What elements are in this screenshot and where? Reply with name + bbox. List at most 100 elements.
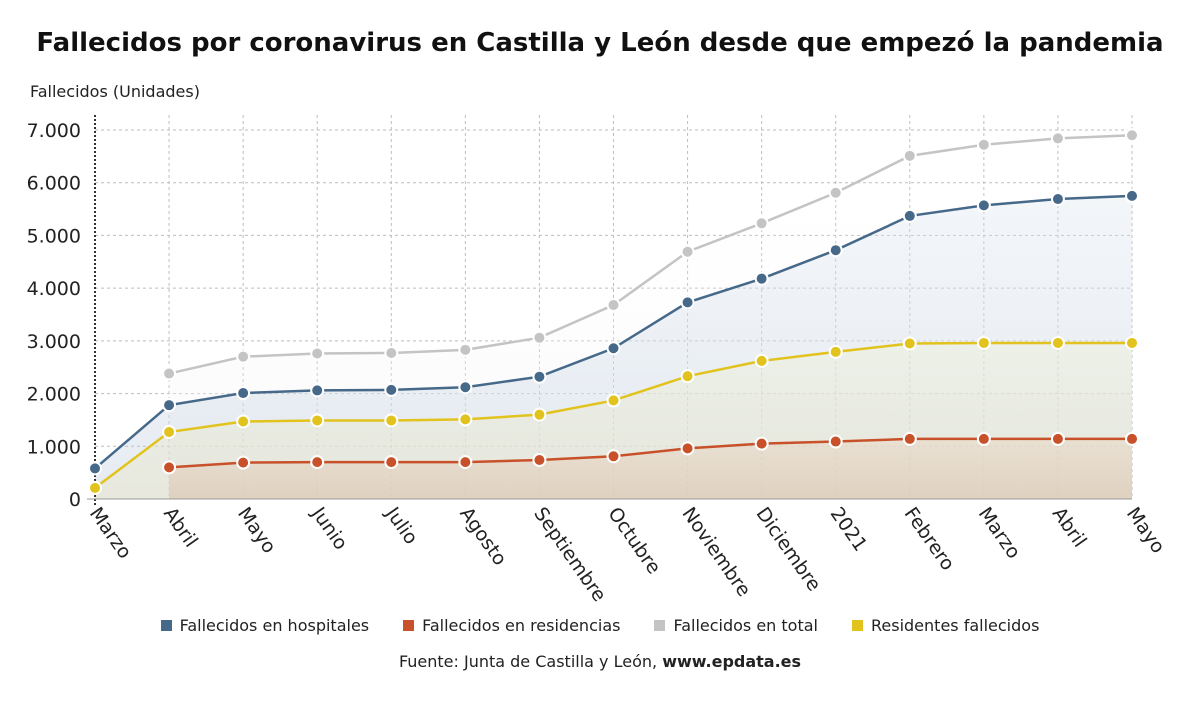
point-fallecidos-en-hospitales[interactable]	[1050, 192, 1065, 207]
point-residentes-fallecidos[interactable]	[1125, 335, 1139, 350]
x-tick-label: Junio	[307, 502, 352, 554]
legend-item[interactable]: Residentes fallecidos	[852, 616, 1039, 635]
x-tick-label: Marzo	[974, 503, 1025, 563]
point-residentes-fallecidos[interactable]	[606, 393, 621, 408]
y-tick-label: 0	[69, 489, 81, 511]
point-fallecidos-en-residencias[interactable]	[458, 455, 473, 470]
point-fallecidos-en-hospitales[interactable]	[532, 369, 547, 384]
area-fallecidos-en-residencias	[169, 438, 1133, 499]
legend-label: Fallecidos en hospitales	[179, 616, 370, 635]
chart-title: Fallecidos por coronavirus en Castilla y…	[36, 28, 1164, 58]
point-residentes-fallecidos[interactable]	[828, 344, 843, 359]
point-fallecidos-en-residencias[interactable]	[606, 449, 621, 464]
point-fallecidos-en-total[interactable]	[162, 366, 177, 381]
legend-swatch	[160, 620, 172, 631]
point-fallecidos-en-hospitales[interactable]	[606, 341, 621, 356]
point-fallecidos-en-total[interactable]	[1125, 128, 1139, 143]
point-fallecidos-en-total[interactable]	[1050, 131, 1065, 146]
point-fallecidos-en-hospitales[interactable]	[458, 380, 473, 395]
point-fallecidos-en-hospitales[interactable]	[828, 243, 843, 258]
y-axis-label: Fallecidos (Unidades)	[30, 82, 200, 101]
legend-label: Fallecidos en residencias	[422, 616, 621, 635]
y-tick-label: 6.000	[27, 173, 81, 195]
point-fallecidos-en-hospitales[interactable]	[310, 383, 325, 398]
point-residentes-fallecidos[interactable]	[236, 414, 251, 429]
point-fallecidos-en-hospitales[interactable]	[88, 461, 102, 476]
x-tick-label: Agosto	[455, 503, 511, 569]
point-fallecidos-en-residencias[interactable]	[384, 455, 399, 470]
y-tick-labels: 0 1.000 2.000 3.000 4.000 5.000 6.000 7.000	[27, 120, 81, 511]
point-fallecidos-en-residencias[interactable]	[902, 431, 917, 446]
point-fallecidos-en-total[interactable]	[754, 216, 769, 231]
series-points	[88, 128, 1139, 495]
y-tick-label: 7.000	[27, 120, 81, 142]
point-fallecidos-en-hospitales[interactable]	[680, 295, 695, 310]
point-residentes-fallecidos[interactable]	[680, 369, 695, 384]
point-fallecidos-en-total[interactable]	[606, 298, 621, 313]
line-chart: 0 1.000 2.000 3.000 4.000 5.000 6.000 7.000 Mar…	[27, 115, 1169, 606]
point-fallecidos-en-hospitales[interactable]	[976, 198, 991, 213]
series-areas	[95, 135, 1133, 499]
point-fallecidos-en-total[interactable]	[384, 345, 399, 360]
point-fallecidos-en-residencias[interactable]	[754, 436, 769, 451]
point-fallecidos-en-total[interactable]	[680, 244, 695, 259]
source-prefix: Fuente: Junta de Castilla y León,	[398, 652, 663, 671]
point-fallecidos-en-total[interactable]	[458, 342, 473, 357]
point-fallecidos-en-residencias[interactable]	[532, 452, 547, 467]
point-fallecidos-en-hospitales[interactable]	[384, 382, 399, 397]
x-tick-label: Diciembre	[752, 503, 826, 595]
x-tick-label: Octubre	[603, 503, 665, 578]
x-tick-labels: Marzo Abril Mayo Junio Julio Agosto Septiembre…	[85, 502, 1169, 605]
point-fallecidos-en-residencias[interactable]	[976, 431, 991, 446]
point-fallecidos-en-total[interactable]	[236, 349, 251, 364]
x-tick-label: Abril	[1048, 503, 1091, 551]
point-residentes-fallecidos[interactable]	[162, 425, 177, 440]
x-tick-label: Noviembre	[677, 503, 755, 601]
point-fallecidos-en-residencias[interactable]	[1050, 431, 1065, 446]
point-fallecidos-en-hospitales[interactable]	[236, 386, 251, 401]
source-note: Fuente: Junta de Castilla y León, www.ep…	[0, 652, 1200, 671]
y-tick-label: 4.000	[27, 278, 81, 300]
point-residentes-fallecidos[interactable]	[902, 336, 917, 351]
legend-item[interactable]: Fallecidos en total	[654, 616, 818, 635]
point-fallecidos-en-total[interactable]	[532, 330, 547, 345]
point-fallecidos-en-residencias[interactable]	[1125, 431, 1139, 446]
axes	[87, 115, 1132, 507]
point-residentes-fallecidos[interactable]	[310, 413, 325, 428]
point-fallecidos-en-hospitales[interactable]	[902, 208, 917, 223]
legend: Fallecidos en hospitales Fallecidos en re…	[0, 616, 1200, 635]
legend-swatch	[654, 620, 666, 631]
point-fallecidos-en-hospitales[interactable]	[162, 398, 177, 413]
y-tick-label: 1.000	[27, 436, 81, 458]
x-tick-label: Febrero	[900, 503, 959, 574]
point-fallecidos-en-residencias[interactable]	[162, 460, 177, 475]
line-fallecidos-en-residencias	[168, 437, 1132, 469]
legend-item[interactable]: Fallecidos en hospitales	[160, 616, 370, 635]
point-fallecidos-en-total[interactable]	[310, 346, 325, 361]
point-fallecidos-en-total[interactable]	[976, 137, 991, 152]
point-residentes-fallecidos[interactable]	[88, 480, 102, 495]
point-fallecidos-en-hospitales[interactable]	[1125, 188, 1139, 203]
legend-swatch	[852, 620, 863, 631]
point-fallecidos-en-residencias[interactable]	[680, 441, 695, 456]
y-tick-label: 3.000	[27, 331, 81, 353]
y-tick-label: 5.000	[27, 225, 81, 247]
point-fallecidos-en-hospitales[interactable]	[754, 271, 769, 286]
point-residentes-fallecidos[interactable]	[384, 413, 399, 428]
point-fallecidos-en-residencias[interactable]	[310, 455, 325, 470]
x-tick-label: Septiembre	[529, 503, 610, 606]
legend-item[interactable]: Fallecidos en residencias	[403, 616, 620, 635]
point-residentes-fallecidos[interactable]	[754, 353, 769, 368]
point-residentes-fallecidos[interactable]	[458, 412, 473, 427]
point-fallecidos-en-total[interactable]	[902, 148, 917, 163]
point-fallecidos-en-total[interactable]	[828, 185, 843, 200]
point-fallecidos-en-residencias[interactable]	[828, 434, 843, 449]
point-residentes-fallecidos[interactable]	[1050, 335, 1065, 350]
point-residentes-fallecidos[interactable]	[976, 335, 991, 350]
legend-label: Fallecidos en total	[673, 616, 818, 635]
source-link[interactable]: www.epdata.es	[662, 652, 802, 671]
x-tick-label: Mayo	[1122, 503, 1169, 557]
point-fallecidos-en-residencias[interactable]	[236, 455, 251, 470]
point-residentes-fallecidos[interactable]	[532, 407, 547, 422]
x-tick-label: Marzo	[85, 503, 136, 563]
